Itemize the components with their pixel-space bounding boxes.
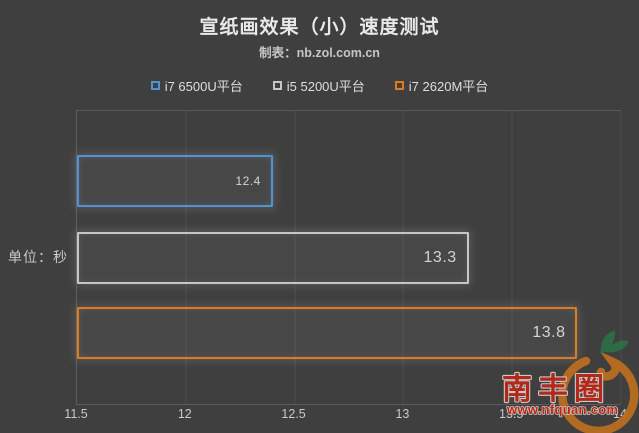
x-tick-label: 12.5 [281, 407, 306, 421]
x-tick-label: 13.5 [499, 407, 524, 421]
watermark-url: www.nfquan.com [506, 402, 618, 417]
legend-label: i5 5200U平台 [286, 79, 365, 94]
legend-item: i7 2620M平台 [394, 76, 489, 95]
watermark-leaf-icon [600, 330, 616, 354]
chart-title: 宣纸画效果（小）速度测试 [199, 17, 440, 38]
gridline [185, 111, 187, 404]
gridline [620, 111, 622, 404]
watermark-leaf-icon [605, 340, 629, 353]
x-tick-label: 13 [395, 407, 410, 421]
legend: i7 6500U平台 i5 5200U平台 i7 2620M平台 [0, 76, 639, 95]
bar-i5 5200U平台: 13.3 [77, 232, 469, 284]
chart-subtitle: 制表：nb.zol.com.cn [259, 46, 380, 60]
legend-swatch-icon [150, 81, 160, 90]
legend-item: i5 5200U平台 [272, 76, 365, 95]
x-tick-label: 11.5 [64, 407, 88, 421]
watermark-logo: 南丰圈 www.nfquan.com [501, 330, 639, 433]
watermark-circle [558, 356, 639, 433]
legend-swatch-icon [272, 81, 282, 90]
gridline [402, 111, 404, 404]
legend-label: i7 6500U平台 [164, 79, 243, 94]
legend-swatch-icon [394, 81, 404, 90]
gridline [294, 111, 296, 404]
bar-value-label: 12.4 [235, 174, 261, 188]
legend-label: i7 2620M平台 [408, 79, 489, 94]
x-tick-label: 12 [177, 407, 192, 421]
bar-value-label: 13.3 [423, 249, 457, 266]
gridline [511, 111, 513, 404]
watermark-name: 南丰圈 [502, 373, 610, 406]
bar-i7 6500U平台: 12.4 [77, 155, 273, 207]
plot-area: 12.4 13.3 13.8 [76, 110, 622, 405]
bar-value-label: 13.8 [532, 324, 566, 341]
bar-i7 2620M平台: 13.8 [77, 307, 578, 359]
y-axis-unit-label: 单位：秒 [8, 249, 68, 265]
legend-item: i7 6500U平台 [150, 76, 243, 95]
